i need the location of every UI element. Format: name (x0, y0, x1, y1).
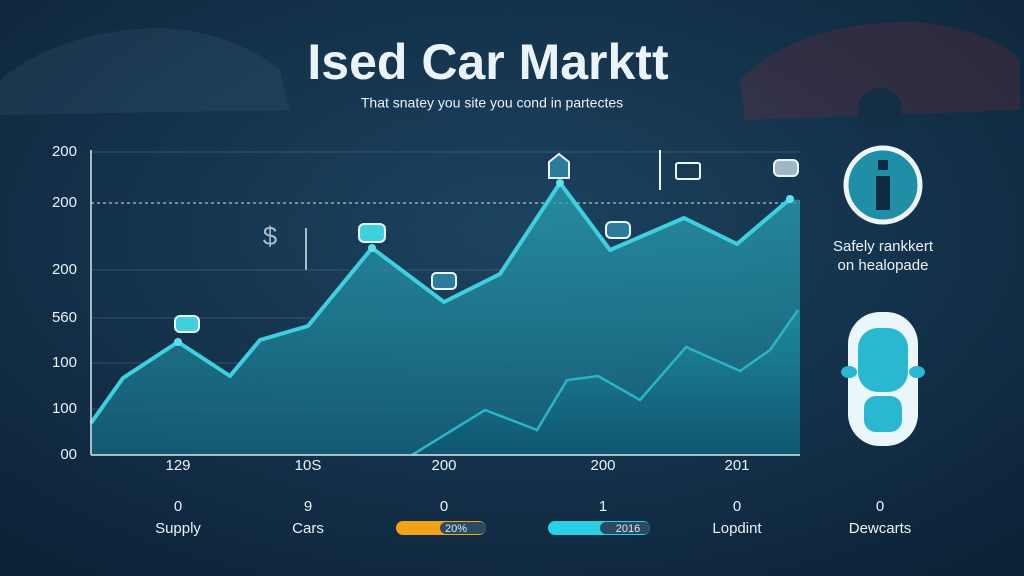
column-middle: 1 (599, 498, 607, 515)
line-upper (89, 181, 792, 425)
badge-label: 20% (445, 523, 467, 535)
title: Ised Car Marktt (307, 34, 669, 90)
y-label: 560 (52, 309, 77, 326)
sidebar-text: on healopade (838, 257, 929, 274)
column-top: 201 (724, 457, 749, 474)
svg-text:$: $ (263, 221, 278, 251)
column-top: 200 (590, 457, 615, 474)
background-cars (0, 21, 1020, 132)
y-label: 00 (60, 446, 77, 463)
column-middle: 0 (174, 498, 182, 515)
y-label: 200 (52, 261, 77, 278)
column-top: 200 (431, 457, 456, 474)
y-label: 200 (52, 194, 77, 211)
column-label: Cars (292, 520, 324, 537)
area-lower (412, 310, 800, 455)
points (174, 179, 794, 346)
icons: $ (174, 150, 799, 333)
y-label: 100 (52, 400, 77, 417)
car-top-view (841, 312, 925, 446)
y-label: 100 (52, 354, 77, 371)
column-top: 10S (295, 457, 322, 474)
column-label: Lopdint (712, 520, 762, 537)
line-lower (411, 309, 800, 457)
badge-label: 2016 (616, 523, 640, 535)
column-middle: 0 (733, 498, 741, 515)
badge-track (600, 522, 650, 534)
sidebar-text: Safely rankkert (833, 238, 934, 255)
column-label: Dewcarts (849, 520, 912, 537)
column-top: 129 (165, 457, 190, 474)
badge-track (440, 522, 486, 534)
area-upper (91, 183, 800, 455)
subtitle: That snatey you site you cond in partect… (361, 95, 623, 111)
y-label: 200 (52, 143, 77, 160)
info-glyph (876, 160, 890, 210)
column-middle: 0 (876, 498, 884, 515)
column-label: Supply (155, 520, 201, 537)
column-middle: 0 (440, 498, 448, 515)
column-middle: 9 (304, 498, 312, 515)
